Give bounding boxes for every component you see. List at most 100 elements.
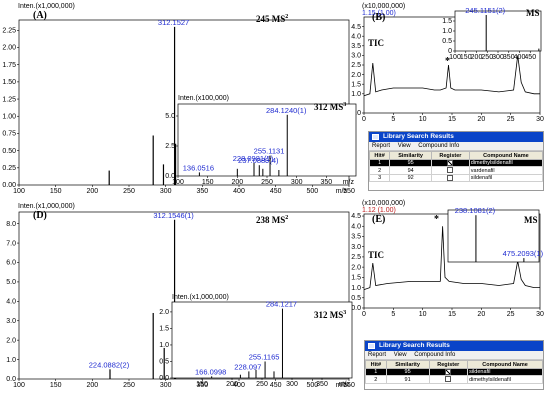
y-tick-label: 1.5 <box>442 18 452 25</box>
col-register[interactable]: Register <box>431 151 470 160</box>
library-window-f: Library Search Results Report View Compo… <box>364 340 544 390</box>
y-tick-label: 0 <box>448 48 452 55</box>
x-tick-label: 350 <box>503 54 515 61</box>
register-checkbox[interactable] <box>445 376 452 383</box>
chart-e-inset: 238.1081(2) 475.2093(1) <box>447 206 544 263</box>
menu-report-c[interactable]: Report <box>372 143 391 149</box>
panel-e-asterisk: * <box>434 214 439 225</box>
menu-view-c[interactable]: View <box>397 143 411 149</box>
col-compound-name[interactable]: Compound Name <box>468 151 544 160</box>
x-tick-label: 100 <box>13 188 25 195</box>
register-checkbox[interactable] <box>445 369 452 375</box>
x-axis-label: m/z <box>336 382 348 389</box>
panel-b-inset-ms-label: MS <box>526 8 540 18</box>
table-row[interactable]: 2 91 dimethylsildenafil <box>365 375 543 384</box>
x-tick-label: 250 <box>261 179 273 186</box>
col-similarity[interactable]: Similarity <box>389 151 433 160</box>
panel-e-y-label: (x10,000,000) <box>362 200 405 207</box>
x-tick-label: 150 <box>460 54 472 61</box>
menu-view-f[interactable]: View <box>393 352 407 358</box>
y-tick-label: 2.5 <box>165 143 175 150</box>
y-tick-label: 1.75 <box>2 62 16 69</box>
col-register[interactable]: Register <box>428 360 469 369</box>
y-tick-label: 2.0 <box>6 337 16 344</box>
table-row[interactable]: 1 95 sildenafil <box>365 367 543 377</box>
y-tick-label: 1.25 <box>2 96 16 103</box>
table-row[interactable]: 3 92 sildenafil <box>368 173 544 183</box>
x-tick-label: 500 <box>306 188 318 195</box>
table-row[interactable]: 2 94 vardenafil <box>368 166 544 175</box>
x-tick-label: 0 <box>362 311 366 318</box>
y-tick-label: 3.0 <box>351 53 361 60</box>
x-tick-label: 15 <box>448 116 456 123</box>
x-tick-label: 450 <box>270 188 282 195</box>
y-tick-label: 1.50 <box>2 79 16 86</box>
y-tick-label: 2.25 <box>2 28 16 35</box>
x-axis-label: m/z <box>336 188 348 195</box>
panel-b-asterisk: * <box>445 56 450 67</box>
x-tick-label: 10 <box>419 116 427 123</box>
col-hit[interactable]: Hit# <box>368 151 391 160</box>
x-tick-label: 400 <box>514 54 526 61</box>
y-tick-label: 0.0 <box>351 305 361 312</box>
y-tick-label: 2.0 <box>351 72 361 79</box>
cell-similarity: 95 <box>389 158 433 168</box>
x-tick-label: 250 <box>256 381 268 388</box>
panel-e-top-note: 1.12 (1.00) <box>362 207 396 214</box>
y-tick-label: 5.0 <box>6 279 16 286</box>
panel-e-inset-ms-label: MS <box>524 215 538 225</box>
cell-compound-name: vardenafil <box>468 166 544 175</box>
register-checkbox[interactable] <box>447 167 454 174</box>
x-tick-label: 300 <box>160 188 172 195</box>
cell-register <box>431 166 470 175</box>
x-tick-label: 400 <box>233 382 245 389</box>
y-tick-label: 0.5 <box>442 38 452 45</box>
x-tick-label: 0 <box>362 116 366 123</box>
x-tick-label: 250 <box>481 54 493 61</box>
x-axis-label: m/z <box>339 381 351 388</box>
x-tick-label: 15 <box>448 311 456 318</box>
x-tick-label: 100 <box>172 179 184 186</box>
y-tick-label: 1.5 <box>351 275 361 282</box>
menu-compound-info-f[interactable]: Compound Info <box>414 352 456 358</box>
x-tick-label: 200 <box>471 54 483 61</box>
y-tick-label: 3.5 <box>351 43 361 50</box>
y-tick-label: 3.0 <box>351 244 361 251</box>
y-tick-label: 1.5 <box>159 326 169 333</box>
panel-a-inset-ms-label: 312 MS3 <box>314 102 346 112</box>
col-similarity[interactable]: Similarity <box>385 360 430 369</box>
y-tick-label: 2.5 <box>351 62 361 69</box>
col-compound-name[interactable]: Compound Name <box>467 360 543 369</box>
peak-label: 284.1217 <box>266 300 297 309</box>
x-tick-label: 450 <box>270 382 282 389</box>
table-row[interactable]: 1 95 dimethylsildenafil <box>368 158 544 168</box>
x-tick-label: 350 <box>320 179 332 186</box>
cell-register <box>428 375 469 384</box>
chromatogram-trace <box>363 226 540 290</box>
register-checkbox[interactable] <box>447 174 454 181</box>
x-tick-label: 150 <box>50 188 62 195</box>
y-tick-label: 8.0 <box>6 221 16 228</box>
y-tick-label: 6.0 <box>6 260 16 267</box>
cell-register <box>431 158 470 168</box>
menu-compound-info-c[interactable]: Compound Info <box>418 143 460 149</box>
y-tick-label: 0.25 <box>2 165 16 172</box>
x-tick-label: 150 <box>50 382 62 389</box>
y-tick-label: 4.0 <box>6 299 16 306</box>
x-tick-label: 30 <box>536 311 544 318</box>
col-hit[interactable]: Hit# <box>365 360 387 369</box>
library-title-bar-c: Library Search Results <box>369 132 543 142</box>
y-tick-label: 5.0 <box>165 113 175 120</box>
cell-hit: 1 <box>365 367 387 377</box>
x-tick-label: 20 <box>477 116 485 123</box>
x-tick-label: 10 <box>419 311 427 318</box>
register-checkbox[interactable] <box>447 160 454 166</box>
cell-hit: 2 <box>365 375 387 384</box>
plot-frame <box>454 10 542 52</box>
panel-a-inset-y-label: Inten.(x100,000) <box>178 95 229 102</box>
y-tick-label: 1.0 <box>159 342 169 349</box>
chart-b-inset: 0 0.5 1.0 1.5 100 150 200 250 300 350 400 450 245.11… <box>442 6 542 61</box>
x-tick-label: 300 <box>291 179 303 186</box>
menu-report-f[interactable]: Report <box>368 352 387 358</box>
plot-frame <box>447 209 540 263</box>
